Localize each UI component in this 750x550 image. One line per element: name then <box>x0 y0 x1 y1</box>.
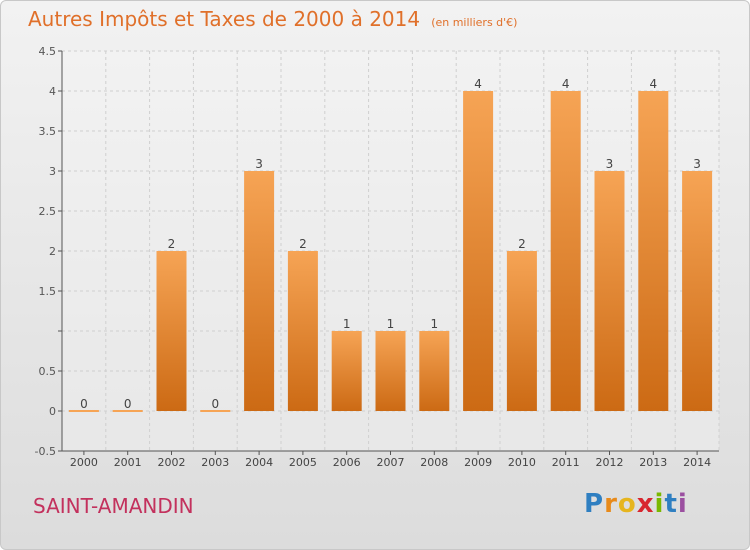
y-tick-label: 0.5 <box>39 365 57 378</box>
x-tick-label: 2001 <box>114 456 142 469</box>
bar <box>419 331 450 411</box>
proxiti-logo-letter: P <box>584 489 605 519</box>
x-tick-label: 2011 <box>552 456 580 469</box>
x-tick-label: 2014 <box>683 456 711 469</box>
chart-title-block: Autres Impôts et Taxes de 2000 à 2014 (e… <box>28 7 517 31</box>
bar <box>506 251 537 411</box>
bar-value-label: 3 <box>255 157 263 171</box>
y-tick-label: 4 <box>49 85 56 98</box>
bar-value-label: 0 <box>211 397 219 411</box>
bar-value-labels: 0 0 2 0 3 2 1 1 1 4 2 4 3 4 3 <box>80 77 701 411</box>
x-tick-label: 2004 <box>245 456 273 469</box>
y-tick-label: 3.5 <box>39 125 57 138</box>
x-tick-label: 2007 <box>377 456 405 469</box>
bar <box>112 410 143 412</box>
y-tick-label: -0.5 <box>35 445 56 458</box>
bars <box>68 91 713 412</box>
bar-value-label: 1 <box>430 317 438 331</box>
y-tick-label: 2 <box>49 245 56 258</box>
x-tick-label: 2013 <box>639 456 667 469</box>
bar <box>200 410 231 412</box>
proxiti-logo-letter: i <box>654 489 665 519</box>
proxiti-logo-letter: t <box>664 489 678 519</box>
proxiti-logo-letter: o <box>617 489 637 519</box>
y-tick-label: 0 <box>49 405 56 418</box>
x-tick-label: 2012 <box>596 456 624 469</box>
bar <box>287 251 318 411</box>
x-tick-label: 2005 <box>289 456 317 469</box>
bar-value-label: 2 <box>168 237 176 251</box>
bar-value-label: 0 <box>124 397 132 411</box>
x-tick-label: 2002 <box>158 456 186 469</box>
y-tick-label: 3 <box>49 165 56 178</box>
bar-value-label: 2 <box>518 237 526 251</box>
chart-unit: (en milliers d'€) <box>431 16 518 29</box>
location-name: SAINT-AMANDIN <box>33 494 194 518</box>
bar <box>68 410 99 412</box>
bar <box>550 91 581 411</box>
bar <box>244 171 275 411</box>
y-axis-ticks: -0.5 0 0.5 1.5 2 2.5 3 3.5 4 4.5 <box>35 45 56 458</box>
bar <box>638 91 669 411</box>
x-tick-label: 2009 <box>464 456 492 469</box>
x-tick-label: 2003 <box>201 456 229 469</box>
proxiti-logo-letter: x <box>636 489 655 519</box>
bar-value-label: 4 <box>474 77 482 91</box>
bar <box>375 331 406 411</box>
y-tick-label: 2.5 <box>39 205 57 218</box>
chart-title: Autres Impôts et Taxes de 2000 à 2014 <box>28 7 421 31</box>
x-tick-label: 2008 <box>420 456 448 469</box>
bar <box>463 91 494 411</box>
bar-value-label: 1 <box>387 317 395 331</box>
x-tick-label: 2006 <box>333 456 361 469</box>
bar-value-label: 2 <box>299 237 307 251</box>
bar <box>331 331 362 411</box>
bar-value-label: 0 <box>80 397 88 411</box>
y-tick-label: 4.5 <box>39 45 57 58</box>
bar <box>156 251 187 411</box>
x-tick-label: 2010 <box>508 456 536 469</box>
bar-value-label: 3 <box>693 157 701 171</box>
proxiti-logo-letter: r <box>604 489 618 519</box>
x-axis-ticks: 2000 2001 2002 2003 2004 2005 2006 2007 2008 2009… <box>70 456 711 469</box>
bar-value-label: 4 <box>649 77 657 91</box>
bar-value-label: 1 <box>343 317 351 331</box>
axes <box>58 50 719 455</box>
bar-value-label: 4 <box>562 77 570 91</box>
bar <box>594 171 625 411</box>
bar-value-label: 3 <box>606 157 614 171</box>
proxiti-logo-letter: i <box>677 489 688 519</box>
x-tick-label: 2000 <box>70 456 98 469</box>
bar <box>682 171 713 411</box>
y-tick-label: 1.5 <box>39 285 57 298</box>
proxiti-logo: Proxiti <box>584 489 688 519</box>
